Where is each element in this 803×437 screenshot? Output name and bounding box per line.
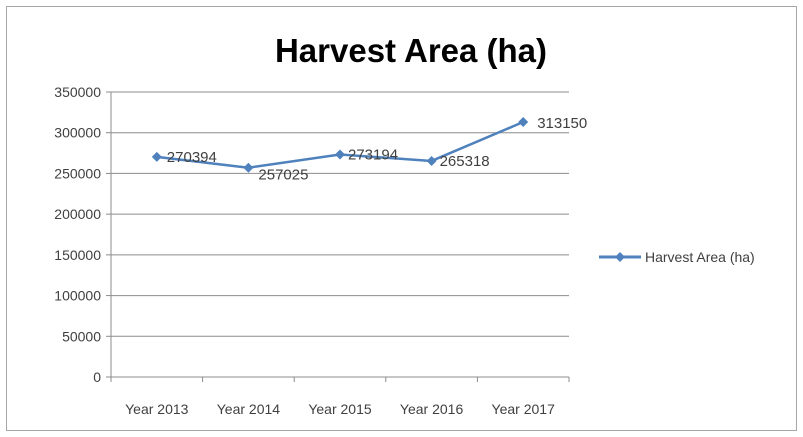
data-point-marker [426,155,437,166]
data-label: 313150 [537,115,587,132]
x-tick-label: Year 2014 [217,401,281,417]
data-point-marker [243,162,254,173]
x-tick-label: Year 2016 [400,401,464,417]
x-axis-tick-labels: Year 2013 Year 2014 Year 2015 Year 2016 Year… [125,401,555,417]
y-tick-label: 0 [93,369,101,385]
series-harvest-area [151,117,529,173]
y-tick-label: 250000 [54,165,101,181]
x-tick-label: Year 2015 [308,401,372,417]
data-point-marker [335,149,345,160]
x-tick-label: Year 2017 [492,401,556,417]
chart-title: Harvest Area (ha) [275,32,547,69]
y-tick-label: 350000 [54,84,101,100]
y-axis-tick-labels: 0 50000 100000 150000 200000 250000 300000 3500… [54,84,101,385]
y-tick-label: 150000 [54,247,101,263]
data-label: 270394 [167,149,217,166]
y-tick-label: 100000 [54,288,101,304]
y-tick-label: 50000 [62,328,101,344]
data-label: 265318 [440,153,490,170]
data-point-marker [151,151,162,162]
legend-label: Harvest Area (ha) [645,249,755,265]
data-labels: 270394 257025 273194 265318 313150 [167,115,587,184]
legend-marker [615,252,625,262]
x-tick-label: Year 2013 [125,401,189,417]
y-tick-label: 300000 [54,125,101,141]
chart-frame [6,6,797,431]
data-label: 257025 [258,167,308,184]
data-label: 273194 [348,147,398,164]
legend: Harvest Area (ha) [599,249,755,265]
data-point-marker [518,117,529,128]
y-tick-label: 200000 [54,206,101,222]
gridlines [106,91,569,378]
axes [110,92,570,382]
